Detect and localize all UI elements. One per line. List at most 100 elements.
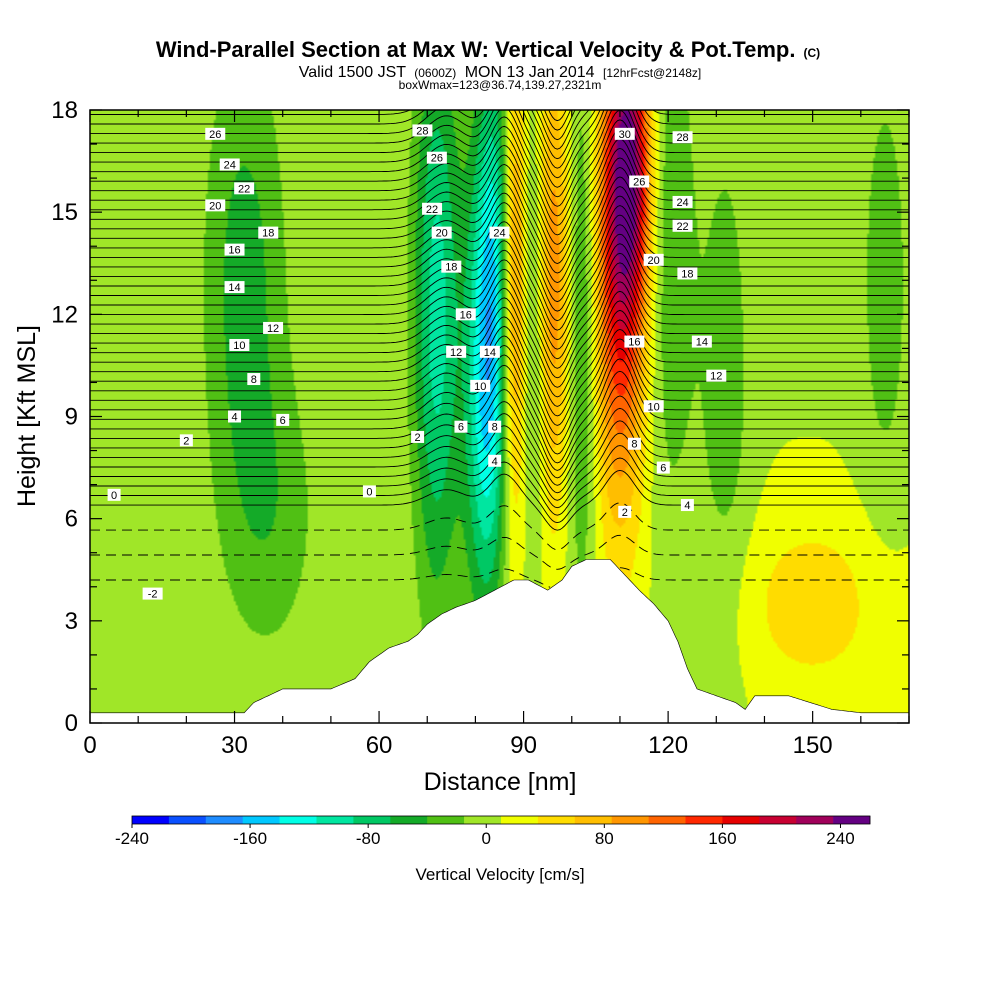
contour-label-bg — [680, 499, 694, 512]
contour-label-bg — [263, 321, 284, 334]
contour-label-bg — [656, 461, 670, 474]
contour-label-bg — [411, 430, 425, 443]
contour-label-bg — [454, 420, 468, 433]
contour-label: 0 — [366, 486, 372, 498]
y-tick-label: 18 — [51, 97, 78, 124]
y-tick-label: 6 — [65, 506, 78, 533]
x-tick-label: 0 — [83, 732, 96, 759]
colorbar-swatch — [316, 816, 354, 824]
y-tick-label: 15 — [51, 199, 78, 226]
contour-label: 16 — [460, 309, 472, 321]
contour-label-bg — [488, 420, 502, 433]
contour-label-bg — [219, 158, 240, 171]
contour-label-bg — [672, 219, 693, 232]
contour-line — [90, 432, 909, 509]
y-axis-label: Height [Kft MSL] — [13, 325, 41, 507]
colorbar-swatch — [242, 816, 280, 824]
colorbar-tick-label: -80 — [356, 829, 381, 848]
contour-label: 24 — [493, 228, 505, 240]
contour-label-bg — [107, 488, 121, 501]
colorbar-swatch — [205, 816, 243, 824]
contour-line — [90, 157, 909, 264]
contour-label: 6 — [660, 463, 666, 475]
contour-line — [90, 110, 909, 160]
contour-label-bg — [624, 335, 645, 348]
contour-label: -2 — [148, 589, 158, 601]
colorbar-tick-label: 80 — [595, 829, 614, 848]
y-tick-label: 12 — [51, 301, 78, 328]
colorbar-swatch — [279, 816, 317, 824]
contour-label: 2 — [415, 432, 421, 444]
colorbar-swatch — [537, 816, 576, 824]
colorbar-tick-label: 0 — [482, 829, 491, 848]
contour-label-bg — [229, 338, 250, 351]
contour-label-bg — [672, 131, 693, 144]
contour-label-bg — [489, 226, 510, 239]
contour-label: 22 — [426, 204, 438, 216]
colorbar-swatch — [759, 816, 797, 824]
contour-line — [90, 110, 909, 217]
contour-label-bg — [426, 151, 447, 164]
x-tick-label: 120 — [648, 732, 688, 759]
contour-label-bg — [412, 124, 433, 137]
contour-label: 30 — [619, 129, 631, 141]
contour-line — [90, 469, 909, 531]
colorbar-swatch — [464, 816, 502, 824]
colorbar-swatch — [833, 816, 871, 824]
contour-label: 6 — [458, 422, 464, 434]
contour-line — [90, 502, 909, 551]
colorbar-tick-label: -160 — [233, 829, 267, 848]
contour-label-bg — [706, 369, 727, 382]
contour-label: 18 — [445, 262, 457, 274]
contour-label: 24 — [224, 159, 236, 171]
contour-line — [90, 262, 909, 369]
contour-line — [90, 445, 909, 516]
contour-line — [90, 329, 909, 436]
x-tick-label: 150 — [793, 732, 833, 759]
colorbar-tick-label: -240 — [115, 829, 149, 848]
contour-label: 10 — [474, 381, 486, 393]
contour-label: 2 — [622, 507, 628, 519]
contour-label: 14 — [484, 347, 496, 359]
chart-sub-subtitle: boxWmax=123@36.74,139.27,2321m — [399, 78, 602, 92]
y-tick-label: 3 — [65, 608, 78, 635]
x-tick-label: 60 — [366, 732, 393, 759]
contour-label-bg — [142, 587, 163, 600]
contour-line — [90, 300, 909, 407]
x-axis-label: Distance [nm] — [424, 768, 577, 796]
x-tick-label: 30 — [221, 732, 248, 759]
contour-label: 20 — [209, 200, 221, 212]
contour-line — [90, 110, 909, 207]
contour-line — [90, 309, 909, 417]
colorbar: -240 -160 -80 0 80 160 240 — [115, 815, 871, 848]
contour-line — [90, 567, 909, 588]
y-axis: 0 3 6 9 12 15 18 — [51, 97, 909, 737]
contour-label: 2 — [183, 435, 189, 447]
contour-label-bg — [205, 127, 226, 140]
contour-label: 8 — [492, 422, 498, 434]
contour-label-bg — [470, 379, 491, 392]
contour-label: 14 — [696, 337, 708, 349]
chart-title-units: (C) — [803, 46, 820, 60]
colorbar-swatch — [722, 816, 760, 824]
x-axis: 0 30 60 90 120 150 — [83, 110, 910, 759]
contour-label-bg — [228, 410, 242, 423]
contour-line — [90, 119, 909, 226]
x-tick-label: 90 — [510, 732, 537, 759]
contour-label-bg — [234, 182, 255, 195]
contour-label-bg — [431, 226, 452, 239]
contour-label: 12 — [710, 371, 722, 383]
contour-line — [90, 252, 909, 360]
contour-line — [548, 110, 567, 122]
contour-label-bg — [629, 175, 650, 188]
colorbar-swatch — [427, 816, 465, 824]
contour-label-bg — [224, 243, 245, 256]
colorbar-swatch — [390, 816, 428, 824]
contour-label: 4 — [492, 456, 498, 468]
contour-line — [90, 534, 909, 570]
contour-label: 12 — [450, 347, 462, 359]
contour-label-bg — [224, 281, 245, 294]
contour-label-bg — [643, 400, 664, 413]
contour-label: 22 — [238, 183, 250, 195]
